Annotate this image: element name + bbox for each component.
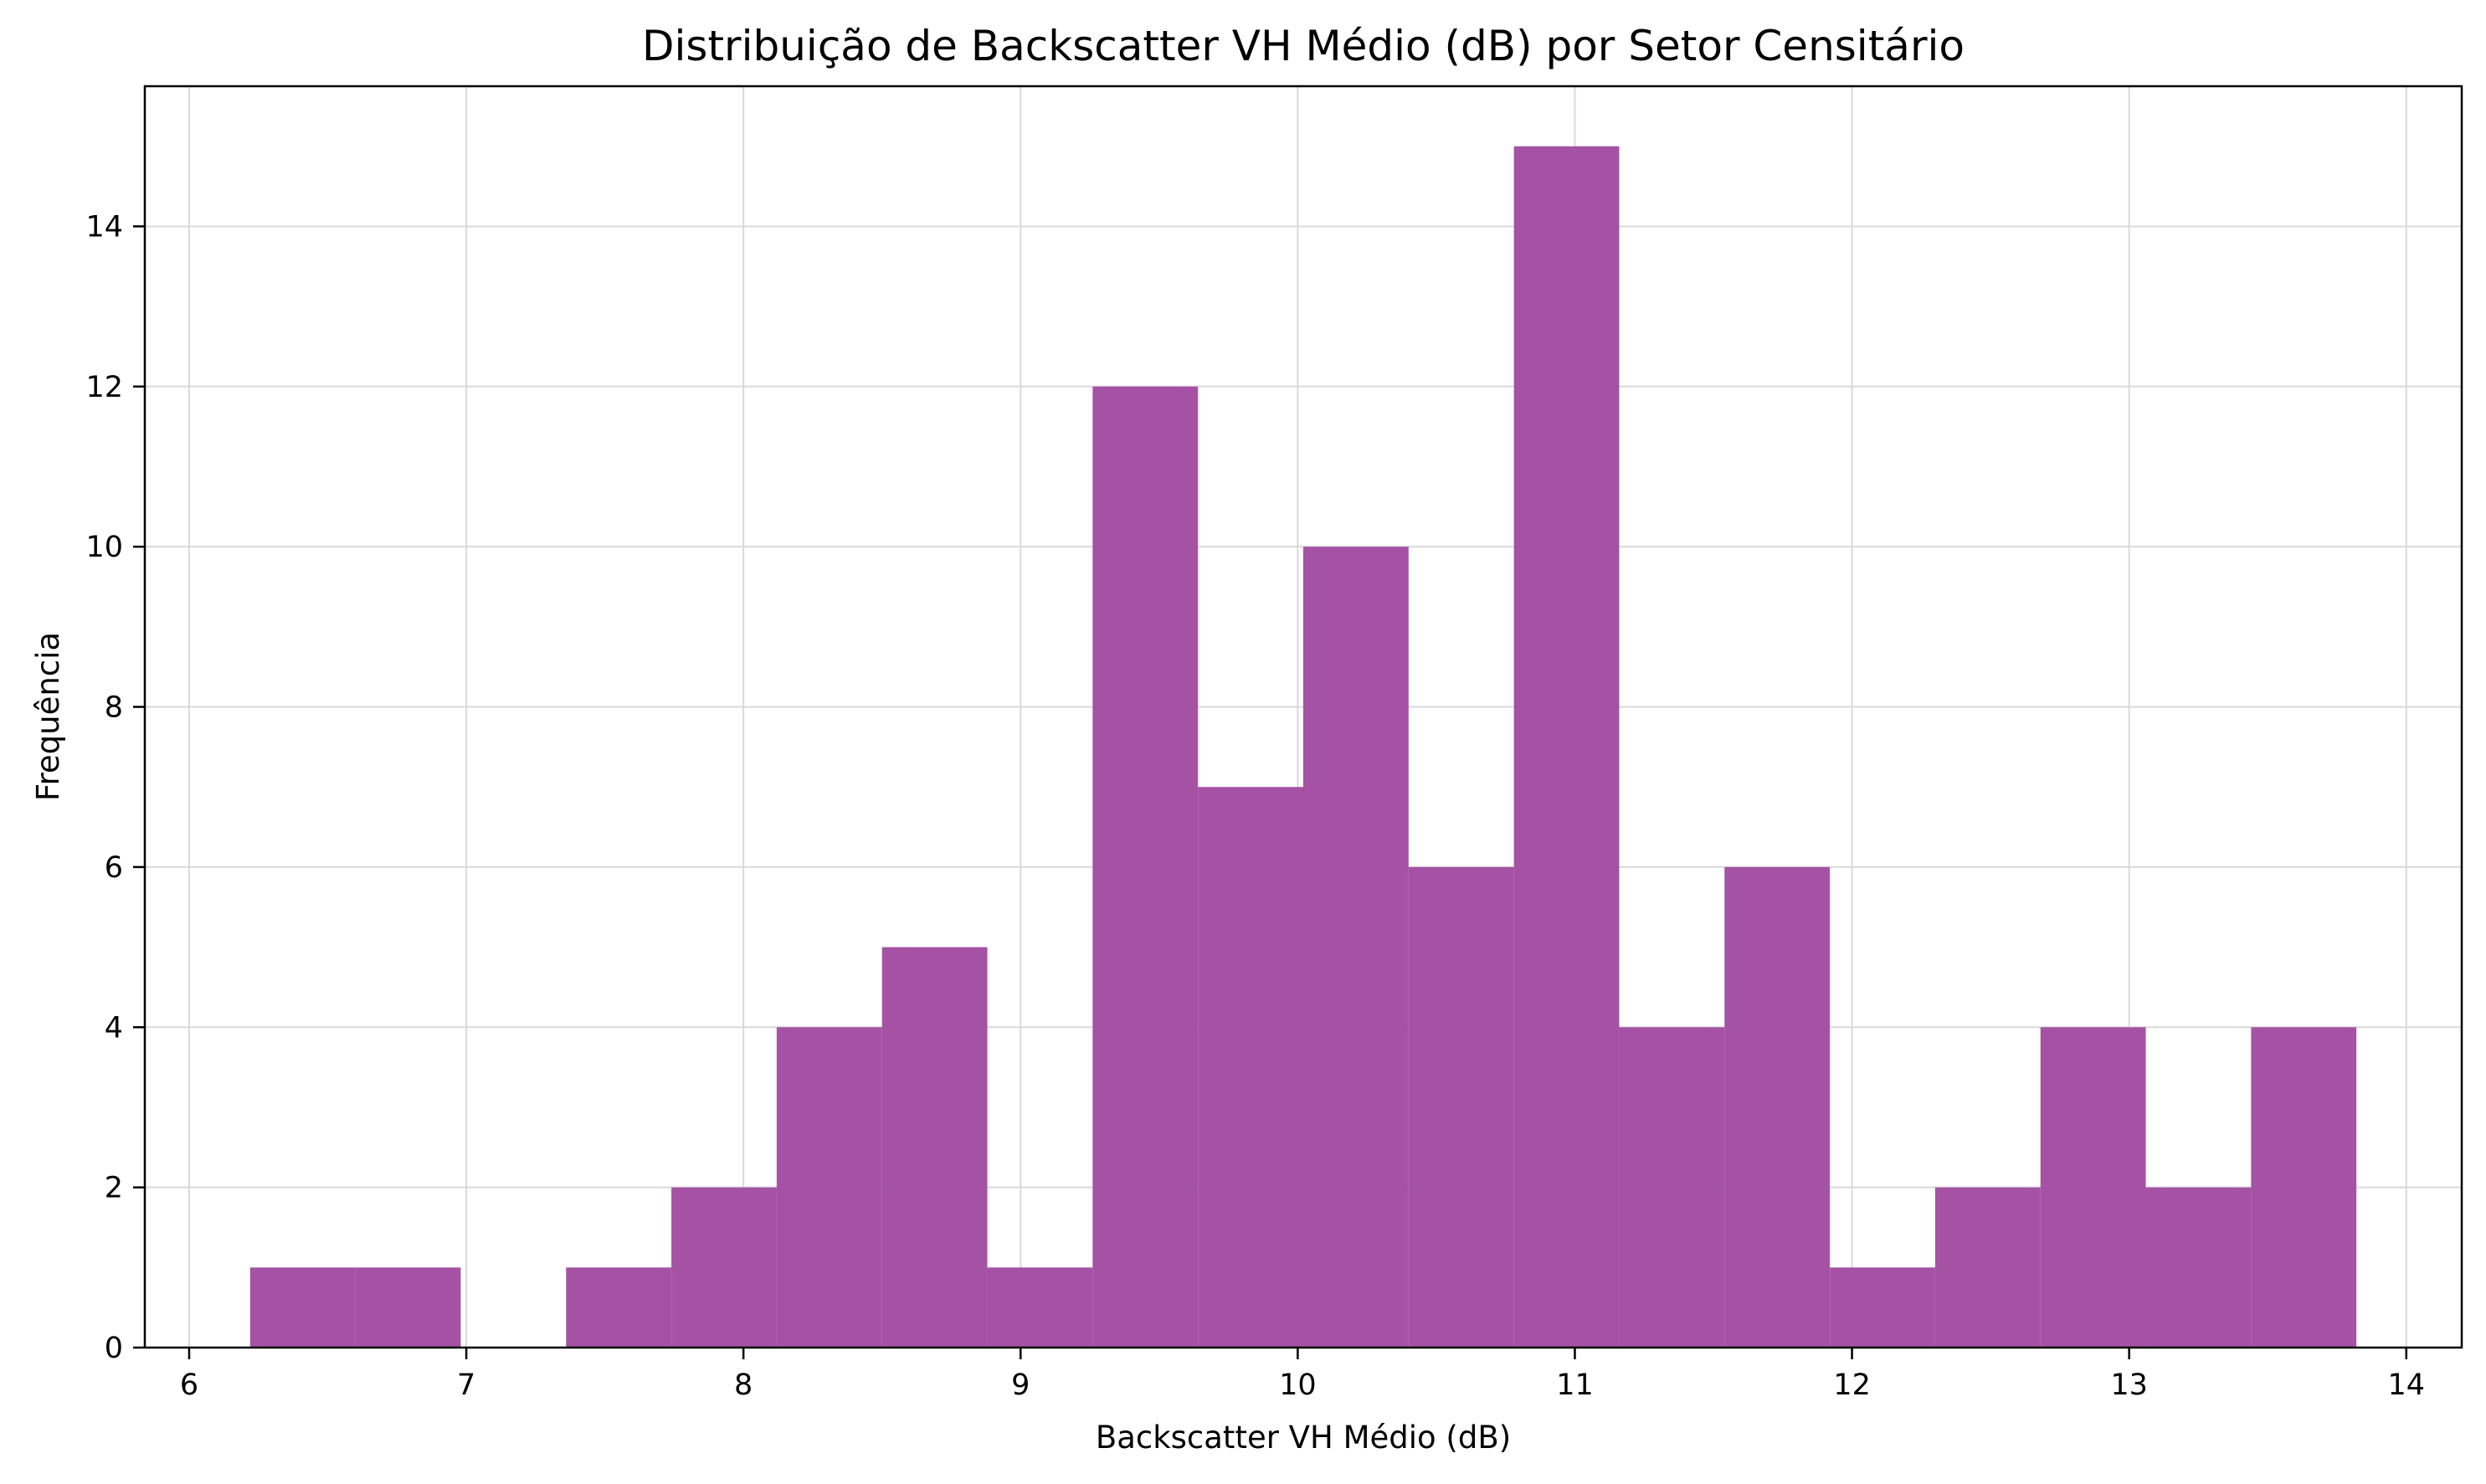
y-tick-label-4: 8 <box>105 691 123 725</box>
y-tick-label-6: 12 <box>85 371 123 404</box>
histogram-bar-9 <box>1198 787 1303 1348</box>
x-tick-label-8: 14 <box>2388 1368 2426 1402</box>
histogram-bar-14 <box>1724 866 1831 1348</box>
x-tick-label-7: 13 <box>2110 1368 2148 1402</box>
y-axis-label: Frequência <box>30 632 66 801</box>
x-tick-label-2: 8 <box>734 1368 752 1402</box>
y-tick-label-1: 2 <box>105 1172 123 1205</box>
histogram-bar-16 <box>1934 1187 2041 1348</box>
histogram-bar-0 <box>249 1267 356 1348</box>
x-tick-label-1: 7 <box>457 1368 475 1402</box>
y-axis-ticks: 0 2 4 6 8 10 12 14 <box>85 210 145 1365</box>
histogram-bar-3 <box>566 1267 672 1348</box>
y-tick-label-5: 10 <box>85 531 123 564</box>
chart-title: Distribuição de Backscatter VH Médio (dB… <box>642 22 1965 70</box>
histogram-bar-8 <box>1092 386 1199 1348</box>
histogram-bar-15 <box>1830 1267 1935 1348</box>
x-tick-label-4: 10 <box>1279 1368 1317 1402</box>
histogram-bar-6 <box>881 947 988 1348</box>
histogram-bar-18 <box>2145 1187 2252 1348</box>
x-tick-label-3: 9 <box>1011 1368 1030 1402</box>
histogram-bar-10 <box>1303 547 1409 1348</box>
x-tick-label-5: 11 <box>1556 1368 1594 1402</box>
histogram-bar-13 <box>1619 1027 1725 1348</box>
histogram-bar-19 <box>2251 1027 2357 1348</box>
histogram-bar-17 <box>2040 1027 2146 1348</box>
y-tick-label-7: 14 <box>85 210 123 244</box>
plot-frame <box>143 85 2463 1349</box>
histogram-bar-7 <box>987 1267 1093 1348</box>
histogram-bar-5 <box>776 1027 882 1348</box>
histogram-bar-1 <box>355 1267 461 1348</box>
y-tick-label-0: 0 <box>105 1332 123 1365</box>
y-tick-label-3: 6 <box>105 851 123 885</box>
histogram-bar-11 <box>1408 866 1514 1348</box>
x-tick-label-0: 6 <box>180 1368 198 1402</box>
y-tick-label-2: 4 <box>105 1011 123 1045</box>
x-axis-ticks: 6 7 8 9 10 11 12 13 14 <box>180 1348 2425 1402</box>
x-axis-label: Backscatter VH Médio (dB) <box>1096 1420 1511 1456</box>
histogram-bar-4 <box>671 1187 777 1348</box>
histogram-bars <box>249 146 2357 1348</box>
x-tick-label-6: 12 <box>1833 1368 1871 1402</box>
histogram-bar-12 <box>1513 146 1620 1348</box>
